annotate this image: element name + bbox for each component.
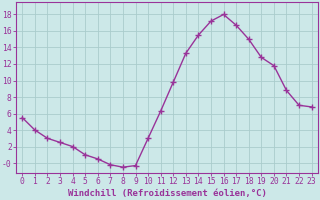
X-axis label: Windchill (Refroidissement éolien,°C): Windchill (Refroidissement éolien,°C) — [68, 189, 266, 198]
